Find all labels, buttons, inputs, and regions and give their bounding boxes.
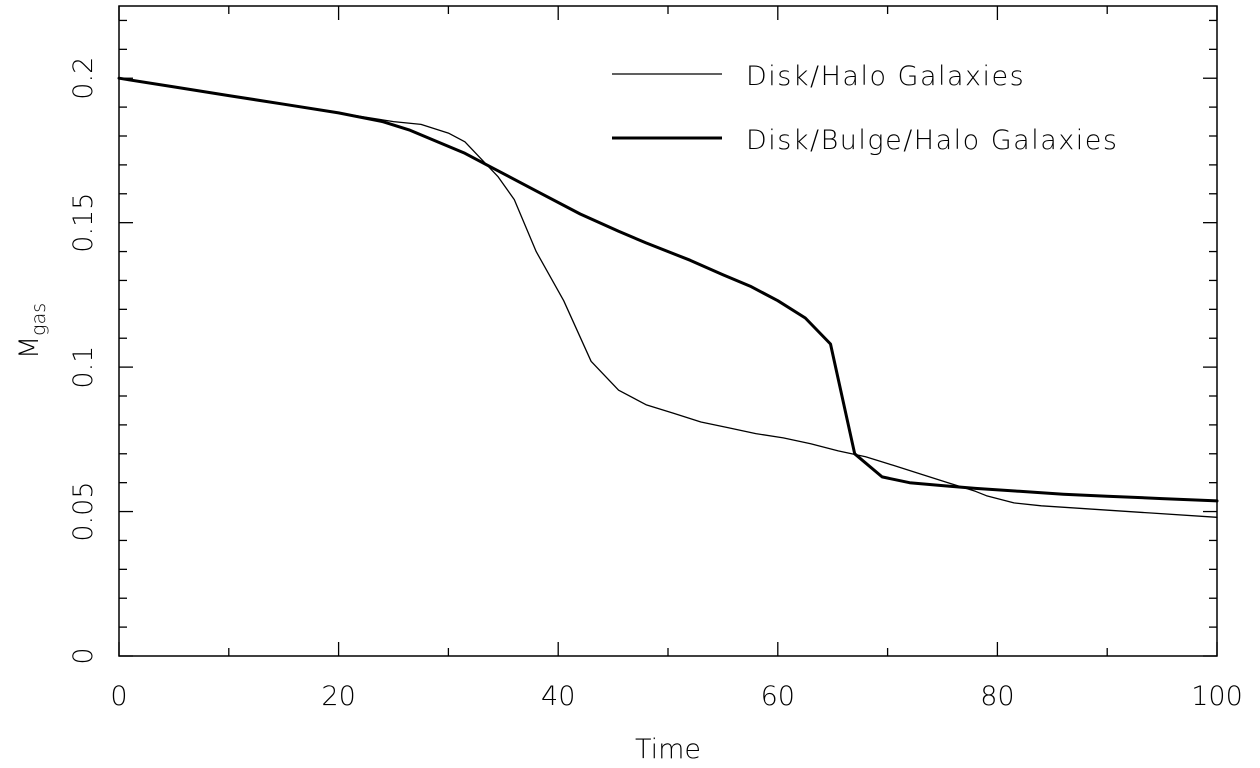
y-axis-title: Mgas (14, 303, 50, 359)
y-tick-label: 0.05 (68, 481, 99, 541)
legend: Disk/Halo Galaxies Disk/Bulge/Halo Galax… (612, 61, 1118, 156)
y-tick-label: 0 (68, 647, 99, 664)
axis-ticks (118, 6, 1218, 657)
series-layer (117, 76, 1219, 518)
x-tick-label: 20 (321, 681, 355, 712)
y-tick-label: 0.2 (68, 57, 99, 100)
series-line-disk-halo (118, 77, 1218, 518)
series-line-disk-bulge-halo (117, 76, 1219, 503)
x-tick-label: 100 (1191, 681, 1243, 712)
x-tick-label: 40 (541, 681, 575, 712)
y-tick-label: 0.15 (68, 193, 99, 253)
y-axis-title-subscript: gas (28, 303, 50, 336)
x-axis-title: Time (635, 734, 701, 765)
legend-label-disk-halo: Disk/Halo Galaxies (746, 61, 1025, 92)
y-axis-title-main: M (14, 336, 45, 359)
x-tick-label: 0 (110, 681, 127, 712)
x-tick-label: 60 (761, 681, 795, 712)
legend-label-disk-bulge-halo: Disk/Bulge/Halo Galaxies (746, 125, 1118, 156)
y-tick-label: 0.1 (68, 346, 99, 389)
y-tick-labels: 0 0.05 0.1 0.15 0.2 (68, 57, 99, 665)
x-tick-labels: 0 20 40 60 80 100 (110, 681, 1242, 712)
x-tick-label: 80 (980, 681, 1014, 712)
